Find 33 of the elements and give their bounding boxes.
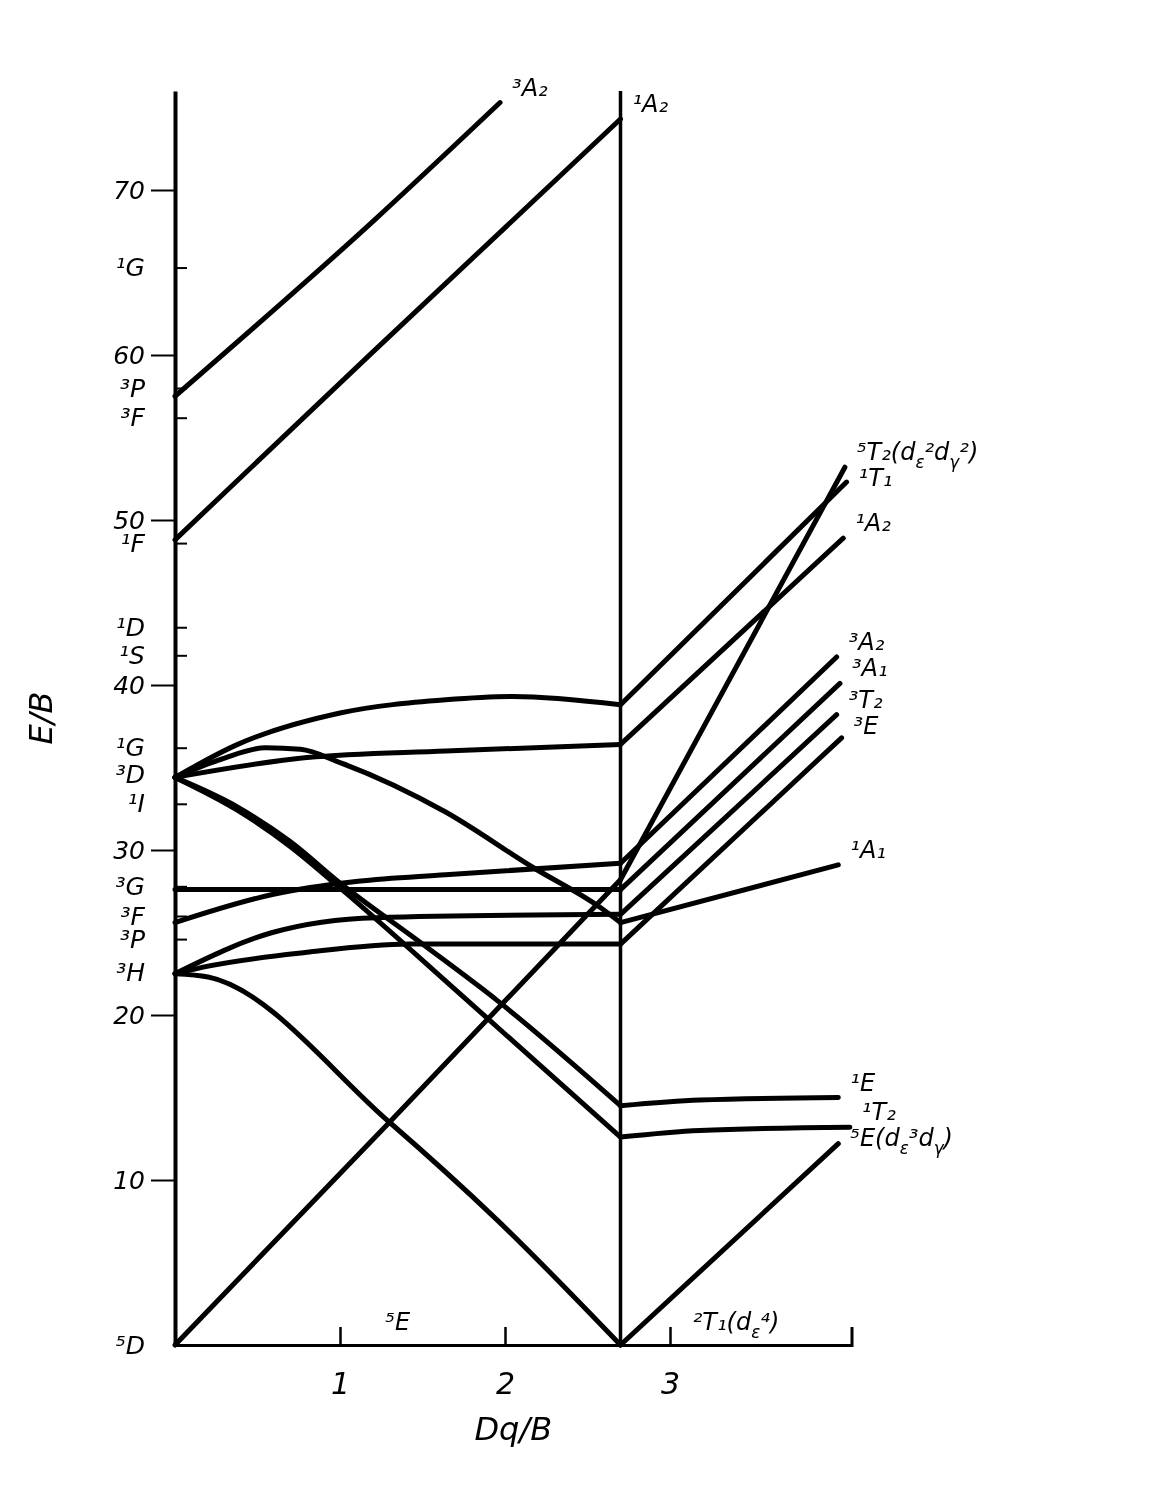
annotation: ¹A₂ [855,509,892,538]
x-axis-title: Dq/B [474,1410,553,1448]
annotation: ¹A₂ [632,90,669,119]
y-tick-label: ⁵D [115,1330,145,1360]
y-tick-label: 30 [113,835,145,865]
y-axis-title: E/B [22,691,60,745]
annotation: ³T₂ [848,685,883,714]
annotation: ¹A₁ [850,835,886,864]
annotation: ⁵E [385,1308,411,1336]
y-tick-label: ³H [116,957,146,987]
x-tick-label: 1 [330,1366,351,1402]
y-tick-label: 20 [113,1000,145,1030]
y-tick-label: ¹S [119,640,146,670]
y-tick-label: 70 [113,175,145,205]
y-tick-label: ³F [120,403,146,433]
y-tick-label: ³G [115,871,145,901]
annotation: ³A₂ [848,627,885,656]
annotation: ¹T₂ [861,1098,897,1127]
y-tick-label: 40 [113,670,145,700]
y-tick-label: ³P [119,373,146,403]
y-tick-label: ¹G [115,253,145,283]
x-tick-label: 2 [495,1366,516,1402]
annotation: ³E [853,711,880,740]
y-tick-label: 10 [113,1165,145,1195]
annotation: ²T₁(d$_{ε}$⁴) [692,1308,780,1342]
annotation: ¹E [850,1068,876,1097]
y-tick-label: ¹I [127,789,145,819]
y-tick-label: ¹D [115,612,145,642]
annotation: ⁵E(d$_{ε}$³d$_{γ}$) [850,1124,953,1159]
y-tick-label: 60 [113,340,145,370]
x-tick-label: 3 [660,1366,681,1402]
annotation: ³A₂ [512,73,549,102]
annotation: ³A₁ [851,654,888,683]
